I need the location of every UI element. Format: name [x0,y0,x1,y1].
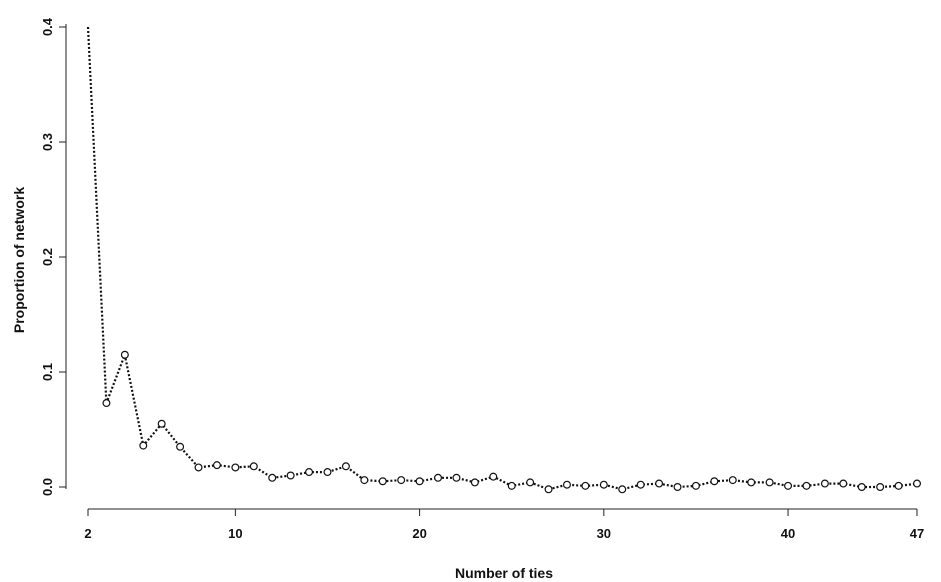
data-point [526,478,535,487]
y-tick-label: 0.1 [40,363,55,381]
data-point [120,350,129,359]
data-point [139,441,148,450]
x-tick-label: 20 [412,526,426,541]
data-point [562,480,571,489]
data-point [489,472,498,481]
y-tick-label: 0.3 [40,133,55,151]
data-point [618,485,627,494]
data-point [544,485,553,494]
data-point [286,471,295,480]
data-point [415,477,424,486]
y-axis-ticks: 0.0 0.1 0.2 0.3 0.4 [40,17,66,496]
data-point [747,478,756,487]
x-tick-label: 30 [597,526,611,541]
data-point [728,476,737,485]
data-point [710,477,719,486]
data-point [912,479,921,488]
data-point [784,481,793,490]
data-point [323,468,332,477]
data-point [765,478,774,487]
x-tick-label: 2 [84,526,91,541]
data-points [102,350,921,494]
x-tick-label: 47 [910,526,924,541]
data-point [194,463,203,472]
data-point [397,476,406,485]
data-point [820,479,829,488]
x-axis-title: Number of ties [455,565,553,581]
data-point [599,480,608,489]
data-point [249,462,258,471]
data-point [176,442,185,451]
series-line [86,26,918,491]
data-point [360,476,369,485]
data-point [378,477,387,486]
data-point [673,483,682,492]
data-point [507,481,516,490]
data-point [636,480,645,489]
data-point [470,478,479,487]
x-axis-ticks: 2 10 20 30 40 47 [84,509,924,541]
data-point [305,468,314,477]
data-point [581,481,590,490]
y-tick-label: 0.2 [40,248,55,266]
data-point [157,419,166,428]
y-axis-title: Proportion of network [11,187,27,333]
data-point [231,463,240,472]
data-point [102,399,111,408]
data-point [691,481,700,490]
y-tick-label: 0.4 [40,17,55,36]
y-tick-label: 0.0 [40,478,55,496]
data-point [839,479,848,488]
data-point [655,479,664,488]
data-point [802,481,811,490]
data-point [857,483,866,492]
data-point [452,473,461,482]
data-point [341,462,350,471]
data-point [434,473,443,482]
data-point [268,473,277,482]
x-tick-label: 40 [781,526,795,541]
data-point [894,481,903,490]
x-tick-label: 10 [228,526,242,541]
data-point [212,461,221,470]
data-point [876,483,885,492]
